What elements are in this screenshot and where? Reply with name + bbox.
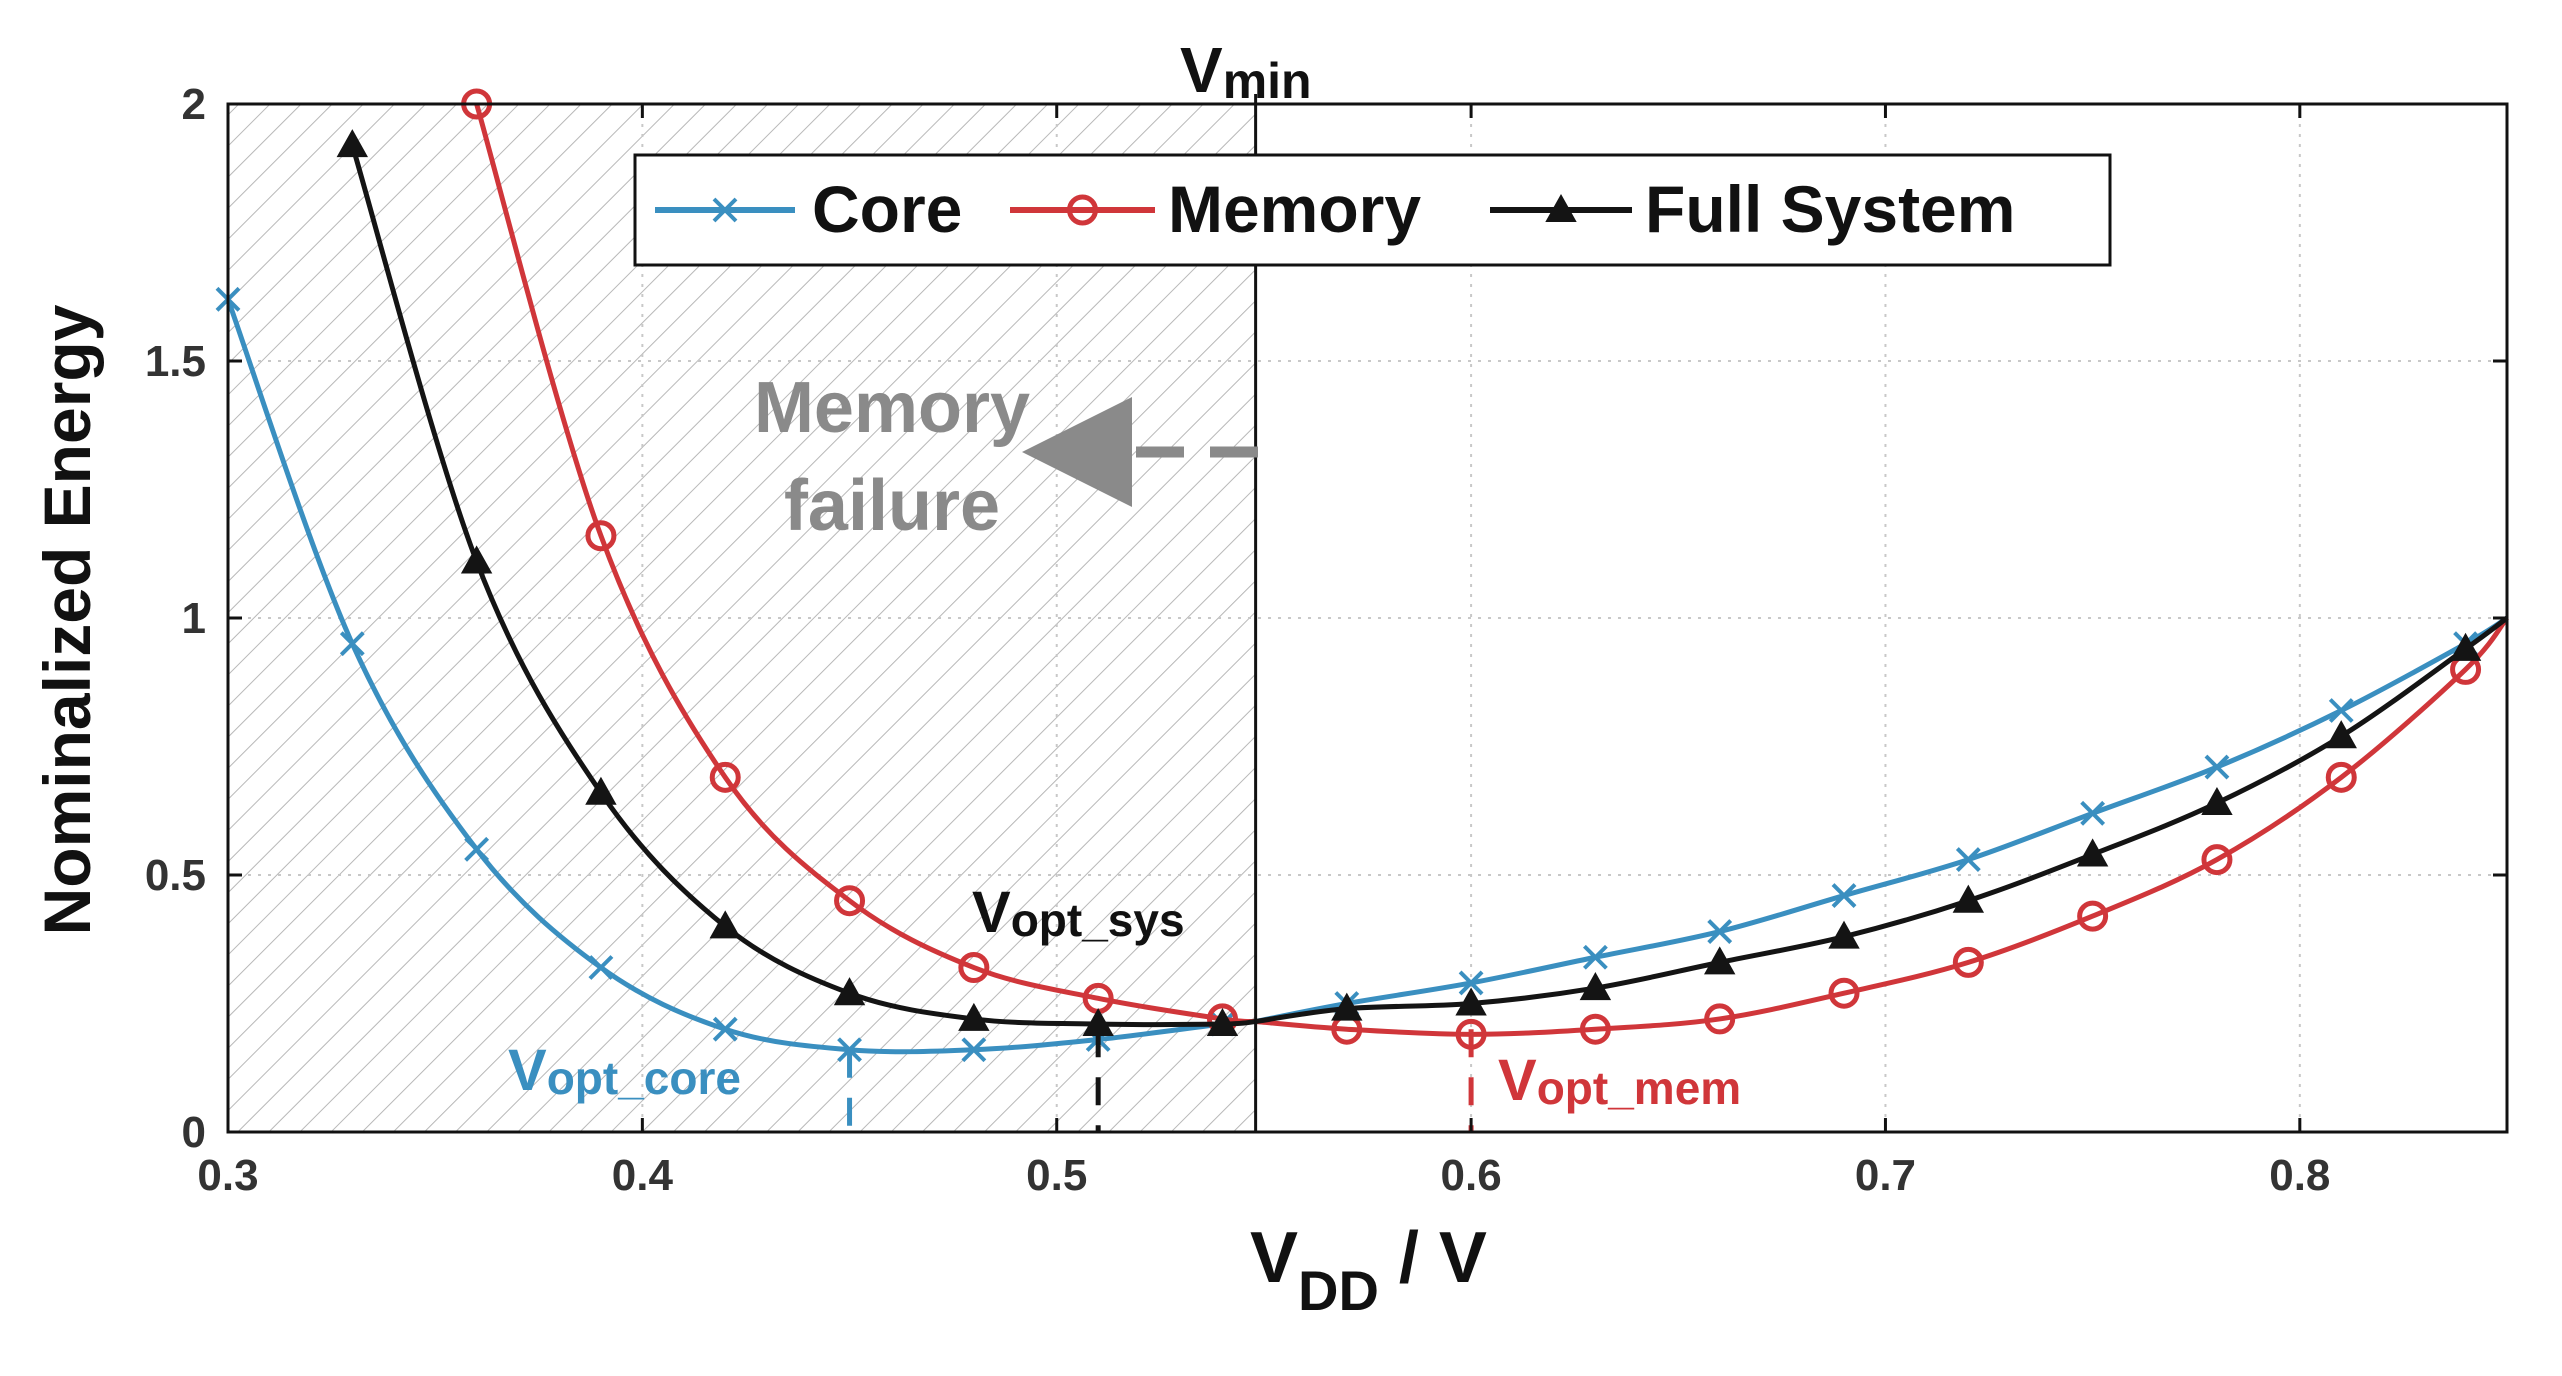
point-full_system [1952,884,1985,913]
vmin-label-sub: min [1223,53,1312,109]
point-full_system [2325,720,2357,749]
x-axis-label-main: V [1250,1218,1298,1298]
series-line-memory [474,103,1256,1025]
point-core [961,1037,987,1063]
y-tick-label: 1.5 [145,337,206,386]
point-core [339,631,365,657]
point-full_system [1206,1008,1239,1037]
y-tick-label: 0.5 [145,851,206,900]
legend-marker-full_system [1545,193,1577,222]
point-memory [834,885,866,917]
point-core [464,836,490,862]
vopt-markers [847,1029,1474,1132]
point-memory [2325,761,2357,793]
point-full_system [336,129,369,158]
legend-box [633,153,2112,267]
x-axis-label-sub: DD [1298,1259,1379,1322]
x-tick-label: 0.4 [612,1151,674,1200]
point-full_system [1331,992,1363,1021]
series-line-full_system [349,144,1256,1028]
point-memory [2201,844,2233,876]
point-full_system [585,776,617,805]
point-full_system [1455,987,1487,1016]
x-tick-label: 0.6 [1441,1151,1502,1200]
vopt-core-main: V [508,1038,547,1103]
x-tick-label: 0.7 [1855,1151,1916,1200]
x-tick-label: 0.3 [197,1151,258,1200]
point-core [1955,847,1981,872]
vopt-sys-sub: opt_sys [1011,894,1185,946]
point-full_system [1828,920,1860,949]
point-core [1707,919,1733,944]
memory-failure-line1: Memory [754,368,1030,448]
legend-label-full-system: Full System [1645,172,2015,246]
legend-swatch-core [655,197,795,223]
series-line-full_system-right [1255,615,2509,1024]
point-core [1831,883,1857,908]
y-tick-label: 0 [182,1108,206,1157]
point-memory [958,952,990,984]
point-core [588,955,614,980]
vopt-core-label: Vopt_core [508,1038,741,1104]
point-memory [2077,900,2109,932]
series-full_system [336,129,2509,1037]
vopt-mem-label: Vopt_mem [1498,1048,1741,1114]
vopt-mem-main: V [1498,1048,1537,1113]
axis-ticks: 0.3 0.4 0.5 0.6 0.7 0.8 0 0.5 1 1.5 2 [145,80,2507,1200]
y-tick-label: 2 [182,80,206,129]
memory-failure-line2: failure [784,466,1000,546]
vmin-label-main: V [1180,34,1223,106]
legend-marker-core [712,197,738,223]
point-full_system [2449,632,2482,661]
x-axis-label-suffix: / V [1379,1218,1487,1298]
point-full_system [1579,972,1612,1001]
point-core [712,1016,738,1042]
vopt-core-sub: opt_core [547,1052,741,1104]
legend-label-core: Core [812,172,962,246]
vopt-mem-sub: opt_mem [1537,1062,1741,1114]
point-memory [1952,946,1984,978]
x-tick-label: 0.8 [2269,1151,2330,1200]
vmin-label: Vmin [1180,34,1312,109]
point-full_system [460,545,493,574]
point-full_system [709,910,741,939]
point-full_system [958,1002,990,1031]
vopt-sys-label: Vopt_sys [972,880,1185,946]
vopt-sys-main: V [972,880,1011,945]
y-axis-label: Nominalized Energy [30,304,104,935]
point-core [1458,970,1484,996]
point-memory [585,520,617,552]
legend-swatch-memory [1010,194,1155,226]
point-full_system [1704,946,1736,975]
point-memory [1579,1013,1611,1045]
legend-label-memory: Memory [1168,172,1421,246]
legend-marker-memory [1067,194,1098,226]
series-line-core-right [1255,615,2509,1024]
legend-swatch-full_system [1490,193,1632,222]
x-axis-label: VDD / V [1250,1218,1487,1322]
point-core [2204,754,2230,780]
point-full_system [2076,838,2109,867]
point-full_system [833,977,866,1006]
point-memory [1704,1003,1736,1035]
point-memory [709,761,741,793]
grid [228,104,2507,1132]
point-memory [1828,977,1860,1009]
y-tick-label: 1 [182,594,206,643]
series-line-memory-right [1255,616,2509,1037]
point-core [1582,944,1608,970]
point-core [2328,698,2354,723]
point-core [2080,800,2106,826]
legend: Core Memory Full System [633,153,2112,267]
x-tick-label: 0.5 [1026,1151,1087,1200]
point-full_system [2201,786,2233,816]
